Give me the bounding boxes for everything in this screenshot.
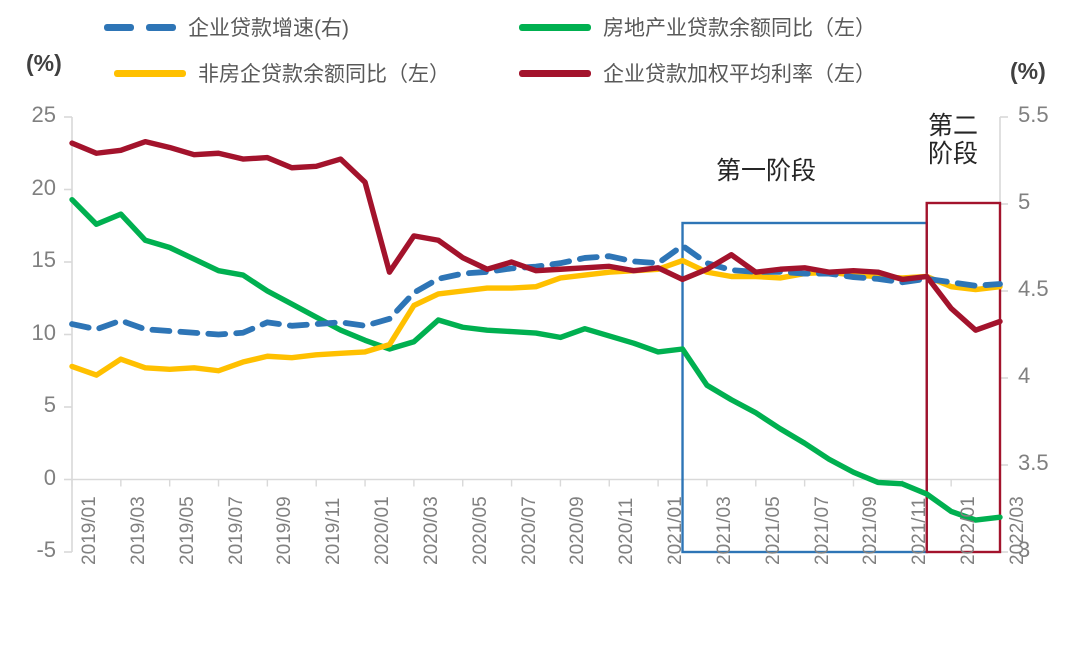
legend-item-nonrealestate-loan-yoy[interactable]: 非房企贷款余额同比（左） bbox=[114, 58, 450, 88]
right-axis-tick-label: 5 bbox=[1018, 189, 1031, 214]
legend-line-solid-icon bbox=[519, 69, 591, 77]
legend-item-realestate-loan-yoy[interactable]: 房地产业贷款余额同比（左） bbox=[519, 12, 876, 42]
x-axis-tick-label: 2019/09 bbox=[274, 496, 296, 565]
left-axis-tick-label: 25 bbox=[31, 102, 56, 127]
x-axis-tick-label: 2019/11 bbox=[323, 497, 345, 565]
right-axis-tick-label: 3.5 bbox=[1018, 450, 1049, 475]
x-axis-tick-label: 2020/07 bbox=[518, 496, 540, 565]
x-axis-tick-label: 2019/05 bbox=[176, 496, 198, 565]
legend-label-nonrealestate-loan-yoy: 非房企贷款余额同比（左） bbox=[198, 63, 450, 86]
annotation-box-phase-2 bbox=[925, 201, 1002, 554]
right-axis-unit: (%) bbox=[1010, 58, 1046, 84]
x-axis-tick-label: 2019/03 bbox=[127, 496, 149, 565]
x-axis-tick-label: 2021/07 bbox=[811, 496, 833, 565]
series-line-A3132C bbox=[69, 138, 1003, 333]
x-axis-tick-label: 2020/03 bbox=[420, 496, 442, 565]
x-axis-tick-label: 2021/03 bbox=[713, 496, 735, 565]
legend-line-solid-icon bbox=[114, 69, 186, 77]
right-axis-tick-label: 5.5 bbox=[1018, 102, 1049, 127]
x-axis-tick-label: 2022/01 bbox=[958, 496, 980, 565]
left-axis-tick-label: -5 bbox=[36, 537, 56, 562]
legend-line-solid-icon bbox=[519, 23, 591, 31]
right-axis-tick-label: 4 bbox=[1018, 363, 1031, 388]
right-axis-tick-label: 3 bbox=[1018, 537, 1031, 562]
series-line-00B050 bbox=[69, 196, 1003, 523]
legend-label-realestate-loan-yoy: 房地产业贷款余额同比（左） bbox=[603, 17, 876, 40]
x-axis-tick-label: 2020/09 bbox=[567, 496, 589, 565]
legend-label-corporate-loan-growth: 企业贷款增速(右) bbox=[188, 17, 349, 40]
legend-item-weighted-avg-rate[interactable]: 企业贷款加权平均利率（左） bbox=[519, 58, 876, 88]
left-axis-tick-label: 10 bbox=[31, 319, 56, 345]
x-axis-tick-label: 2021/11 bbox=[909, 497, 931, 565]
x-axis-tick-label: 2020/11 bbox=[616, 497, 638, 565]
legend-item-corporate-loan-growth[interactable]: 企业贷款增速(右) bbox=[104, 12, 349, 42]
x-axis-tick-label: 2020/01 bbox=[372, 496, 394, 565]
annotation-phase-1-label: 第一阶段 bbox=[716, 157, 817, 185]
legend-label-weighted-avg-rate: 企业贷款加权平均利率（左） bbox=[603, 63, 876, 86]
left-axis-tick-label: 15 bbox=[31, 247, 56, 272]
chart-legend: 企业贷款增速(右) 房地产业贷款余额同比（左） 非房企贷款余额同比（左） 企业贷… bbox=[0, 0, 1080, 100]
x-axis-tick-label: 2021/01 bbox=[665, 496, 687, 565]
x-axis-tick-label: 2019/07 bbox=[225, 496, 247, 565]
x-axis-tick-label: 2019/01 bbox=[79, 496, 100, 565]
right-axis-tick-label: 4.5 bbox=[1018, 276, 1049, 301]
left-axis-tick-label: 5 bbox=[43, 392, 56, 417]
annotation-phase-2-label: 第二 阶段 bbox=[928, 112, 979, 168]
legend-line-dashed-icon bbox=[104, 23, 176, 31]
x-axis-tick-label: 2020/05 bbox=[469, 496, 491, 565]
x-axis-tick-label: 2022/03 bbox=[1007, 496, 1028, 565]
x-axis-tick-label: 2021/05 bbox=[762, 496, 784, 565]
series-line-2E75B6 bbox=[69, 242, 1003, 338]
left-axis-unit: (%) bbox=[26, 50, 62, 76]
left-axis-tick-label: 20 bbox=[31, 174, 56, 200]
left-axis-tick-label: 0 bbox=[43, 464, 56, 490]
x-axis-tick-label: 2021/09 bbox=[860, 496, 882, 565]
